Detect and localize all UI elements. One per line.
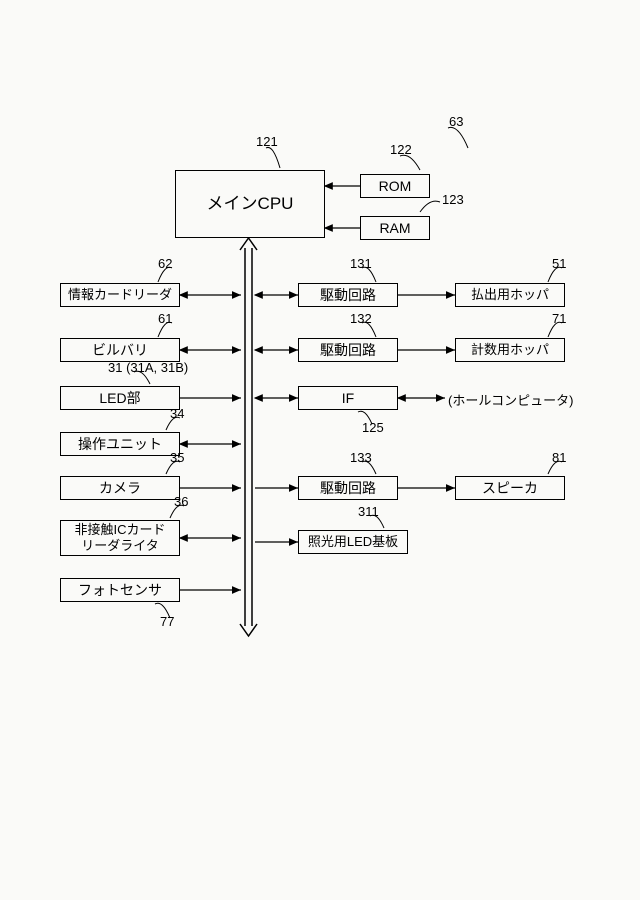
block-m2: 駆動回路 — [298, 338, 398, 362]
block-r4: スピーカ — [455, 476, 565, 500]
block-cpu: メインCPU — [175, 170, 325, 238]
block-m5: 照光用LED基板 — [298, 530, 408, 554]
refnum-31: 31 (31A, 31B) — [108, 360, 188, 375]
refnum-132: 132 — [350, 311, 372, 326]
block-l7: フォトセンサ — [60, 578, 180, 602]
refnum-34: 34 — [170, 406, 184, 421]
block-l5: カメラ — [60, 476, 180, 500]
refnum-35: 35 — [170, 450, 184, 465]
refnum-311: 311 — [358, 504, 379, 519]
block-l6: 非接触ICカード リーダライタ — [60, 520, 180, 556]
refnum-51: 51 — [552, 256, 566, 271]
refnum-121: 121 — [256, 134, 278, 149]
block-rom: ROM — [360, 174, 430, 198]
refnum-77: 77 — [160, 614, 174, 629]
refnum-63: 63 — [449, 114, 463, 129]
refnum-133: 133 — [350, 450, 372, 465]
block-l1: 情報カードリーダ — [60, 283, 180, 307]
refnum-62: 62 — [158, 256, 172, 271]
refnum-123: 123 — [442, 192, 464, 207]
label-r3: (ホールコンピュータ) — [448, 390, 573, 409]
block-l2: ビルバリ — [60, 338, 180, 362]
refnum-122: 122 — [390, 142, 412, 157]
refnum-61: 61 — [158, 311, 172, 326]
block-m3: IF — [298, 386, 398, 410]
refnum-71: 71 — [552, 311, 566, 326]
refnum-131: 131 — [350, 256, 372, 271]
block-r1: 払出用ホッパ — [455, 283, 565, 307]
block-m4: 駆動回路 — [298, 476, 398, 500]
block-l3: LED部 — [60, 386, 180, 410]
refnum-81: 81 — [552, 450, 566, 465]
block-ram: RAM — [360, 216, 430, 240]
refnum-125: 125 — [362, 420, 384, 435]
diagram-canvas: メインCPU ROM RAM 情報カードリーダビルバリ LED部操作ユニットカメラ非接触… — [0, 0, 640, 900]
block-m1: 駆動回路 — [298, 283, 398, 307]
refnum-36: 36 — [174, 494, 188, 509]
block-r2: 計数用ホッパ — [455, 338, 565, 362]
block-l4: 操作ユニット — [60, 432, 180, 456]
